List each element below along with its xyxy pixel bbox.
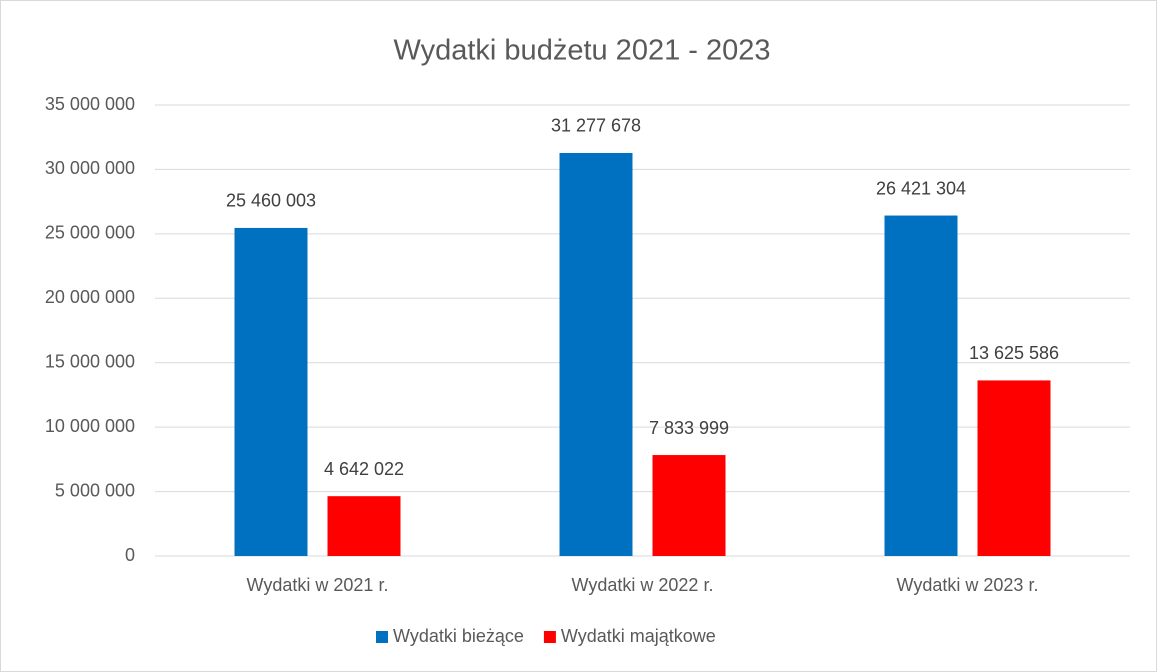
bar bbox=[559, 152, 633, 556]
value-label: 25 460 003 bbox=[226, 191, 316, 211]
bar bbox=[327, 496, 401, 556]
y-tick-label: 15 000 000 bbox=[45, 351, 135, 371]
value-label: 4 642 022 bbox=[324, 459, 404, 479]
value-label: 31 277 678 bbox=[551, 116, 641, 136]
bar bbox=[977, 380, 1051, 556]
y-tick-label: 25 000 000 bbox=[45, 223, 135, 243]
bar bbox=[652, 455, 726, 556]
y-tick-label: 5 000 000 bbox=[55, 480, 135, 500]
value-label: 13 625 586 bbox=[969, 343, 1059, 363]
y-tick-label: 0 bbox=[125, 545, 135, 565]
legend-swatch bbox=[376, 631, 388, 643]
y-tick-label: 20 000 000 bbox=[45, 287, 135, 307]
value-label: 7 833 999 bbox=[649, 418, 729, 438]
x-tick-label: Wydatki w 2023 r. bbox=[897, 575, 1039, 595]
x-tick-label: Wydatki w 2022 r. bbox=[572, 575, 714, 595]
legend-label: Wydatki majątkowe bbox=[561, 626, 716, 646]
y-tick-label: 35 000 000 bbox=[45, 94, 135, 114]
y-tick-label: 10 000 000 bbox=[45, 416, 135, 436]
y-tick-label: 30 000 000 bbox=[45, 158, 135, 178]
bar bbox=[234, 227, 308, 556]
legend-label: Wydatki bieżące bbox=[393, 626, 524, 646]
chart-title: Wydatki budżetu 2021 - 2023 bbox=[394, 35, 771, 67]
bar bbox=[884, 215, 958, 556]
legend-swatch bbox=[543, 631, 556, 643]
value-label: 26 421 304 bbox=[876, 178, 966, 198]
x-tick-label: Wydatki w 2021 r. bbox=[247, 575, 389, 595]
